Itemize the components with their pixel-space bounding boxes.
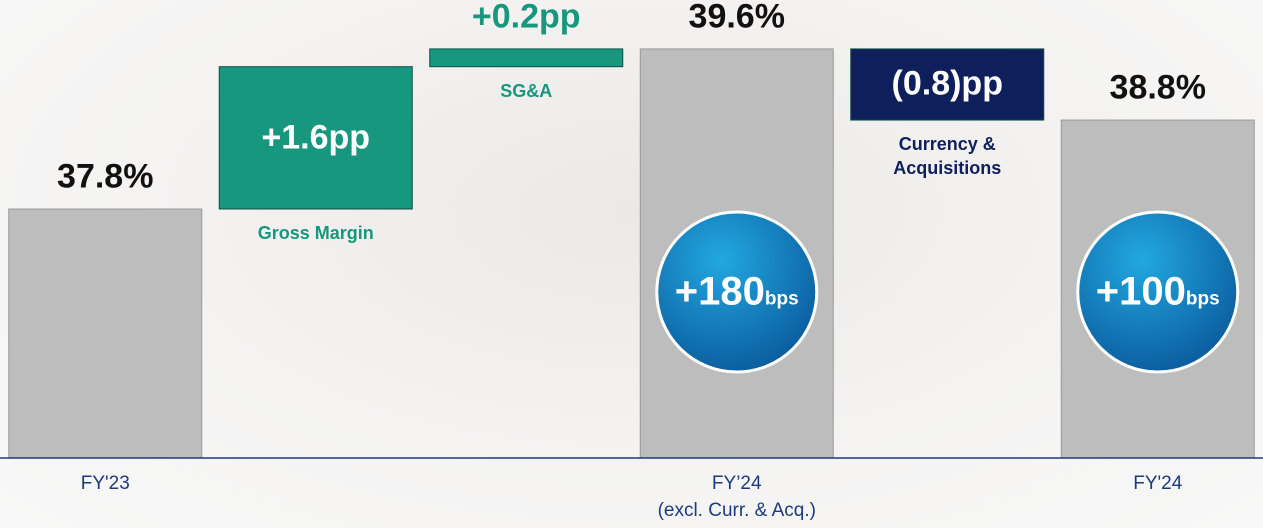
category-label: FY’24 (excl. Curr. & Acq.) xyxy=(657,473,816,521)
step-name: Currency & Acquisitions xyxy=(893,134,1002,179)
bar xyxy=(429,48,624,68)
bar xyxy=(218,66,413,210)
value-label: 37.8% xyxy=(57,157,154,196)
value-label: +1.6pp xyxy=(261,118,371,157)
step-name: Gross Margin xyxy=(257,222,374,243)
bubble xyxy=(655,210,819,374)
bubble-value: +180 xyxy=(674,269,765,314)
bubble-label: +180bps xyxy=(675,270,799,315)
bubble-unit: bps xyxy=(1185,288,1220,310)
bubble-unit: bps xyxy=(764,288,799,310)
value-label: +0.2pp xyxy=(471,0,581,36)
value-label: (0.8)pp xyxy=(891,64,1003,103)
step-name: SG&A xyxy=(500,80,553,101)
bar xyxy=(8,208,203,459)
bubble xyxy=(1076,210,1240,374)
bubble-label: +100bps xyxy=(1096,270,1220,315)
value-label: 38.8% xyxy=(1109,68,1206,107)
value-label: 39.6% xyxy=(688,0,785,36)
bubble-value: +100 xyxy=(1095,269,1186,314)
category-label: FY'23 xyxy=(80,473,130,494)
bar xyxy=(850,48,1045,121)
category-label: FY'24 xyxy=(1133,473,1183,494)
